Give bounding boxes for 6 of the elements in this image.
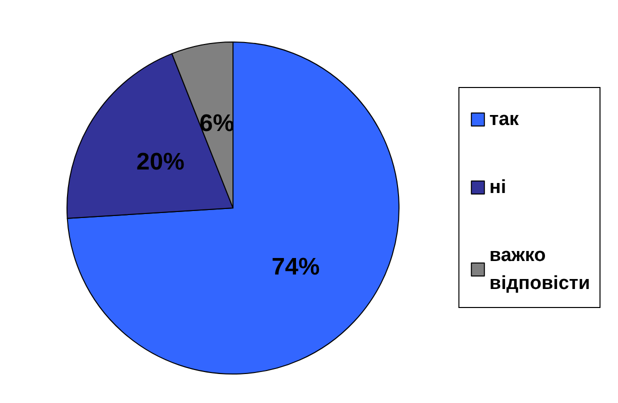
data-label: 6% <box>200 110 234 138</box>
legend-label: так <box>489 109 520 130</box>
data-label: 74% <box>272 253 320 280</box>
legend-label: ні <box>489 177 506 198</box>
data-label: 20% <box>136 148 184 176</box>
legend-label: важко відповісти <box>489 245 590 294</box>
